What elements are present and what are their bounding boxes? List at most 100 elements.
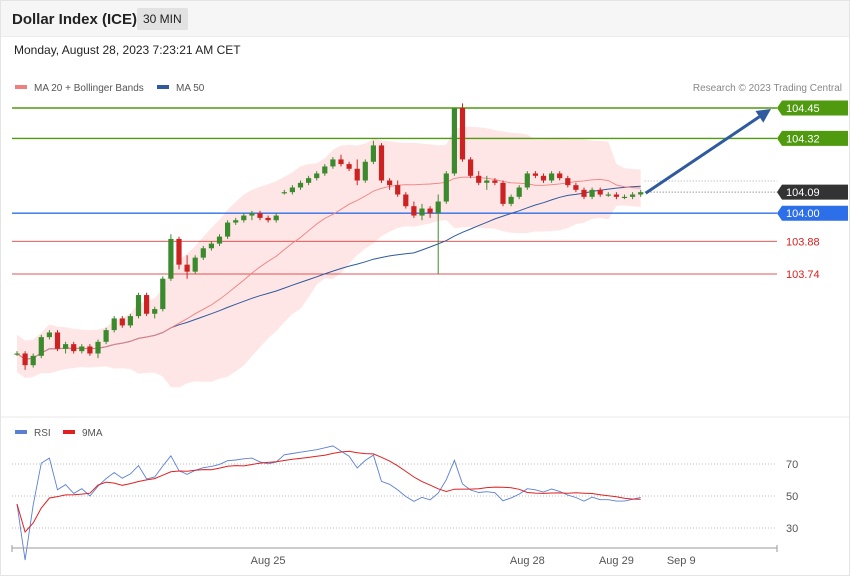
rsi-line [16,445,641,561]
legend-swatch-ma20 [15,85,27,89]
candle [208,241,214,251]
candle [346,161,352,172]
candle [484,175,490,190]
candle [22,351,28,370]
candle-body [540,175,547,181]
candle [411,201,417,218]
candle [338,154,344,167]
candle-body [216,236,223,244]
level-value: 103.74 [786,269,820,281]
candle-body [306,178,312,183]
level-label-resistance: 104.45 [777,100,848,116]
candle-body [184,264,190,272]
timeframe-badge[interactable]: 30 MIN [137,8,188,30]
candle-body [621,196,628,199]
level-label-support: 103.88 [786,236,820,248]
level-value: 104.09 [786,187,820,199]
candle [492,178,498,186]
level-labels: 104.45 104.32 104.09 104.00 103.88 103.74 [777,100,848,281]
candle-body [200,248,206,258]
candle-body [597,189,603,195]
candle-body [79,346,85,352]
candle-body [338,159,344,165]
candle [297,180,304,190]
candle-body [38,337,44,356]
candle-body [395,185,401,195]
candle [581,187,587,200]
price-levels [12,107,777,275]
candle [597,187,603,197]
candle [589,187,595,200]
candle [508,194,514,207]
candle-body [87,346,93,354]
candle-body [605,194,611,196]
candle-body [581,189,587,197]
candle [63,341,69,354]
candle-body [63,344,69,349]
legend-label-ma50: MA 50 [176,83,205,94]
candle-body [435,201,441,214]
ma20-line [16,176,641,360]
candle [192,255,198,274]
candle-body [508,196,514,204]
candle-body [160,278,166,310]
candle-body [362,161,368,181]
candle [241,213,247,223]
candle [233,217,239,225]
candle [160,276,166,312]
level-tag [777,100,848,116]
candle [152,306,158,319]
rsi-tick-label: 30 [786,523,798,535]
main-legend: MA 20 + Bollinger Bands MA 50 Research ©… [15,83,842,94]
candle-body [532,173,538,176]
candle-body [241,215,247,221]
candle-body [403,194,409,207]
candle [249,210,255,221]
candle-body [322,166,328,174]
candle-body [557,173,563,179]
candle-body [273,215,279,221]
candle-body [54,332,61,349]
rsi-panel: 30 50 70 [12,445,798,561]
candle-body [427,208,433,214]
level-label-current: 104.09 [777,184,848,200]
candle [427,206,433,218]
arrow-head [755,109,771,123]
candle [257,210,263,221]
legend-swatch-rsi [15,430,27,434]
candle [565,175,571,188]
level-value: 104.00 [786,208,820,220]
candle-body [565,178,571,186]
candle [38,334,44,359]
bollinger-band-area [17,126,641,388]
candle [378,143,385,183]
candle [176,236,182,270]
candle [630,192,636,200]
candle [322,164,328,176]
candle-body [378,145,385,181]
candle [289,185,295,195]
candle-body [135,295,142,317]
level-value: 104.32 [786,133,820,145]
level-label-pivot: 104.00 [777,205,848,221]
candle [127,313,133,328]
chart-title: Dollar Index (ICE) [12,11,138,28]
candle-body [95,341,101,354]
candle-body [500,182,506,204]
candle [573,182,579,193]
level-value: 103.88 [786,236,820,248]
candle [54,330,61,352]
candle-body [119,318,125,326]
candle [395,180,401,197]
candle [265,215,271,223]
candle-body [257,213,263,218]
candle [273,213,279,223]
candle [225,220,231,239]
candle [532,171,538,179]
candle [184,255,190,279]
candle [540,173,547,183]
candle-body [516,187,522,197]
candle [621,194,628,200]
candle-body [443,173,449,202]
